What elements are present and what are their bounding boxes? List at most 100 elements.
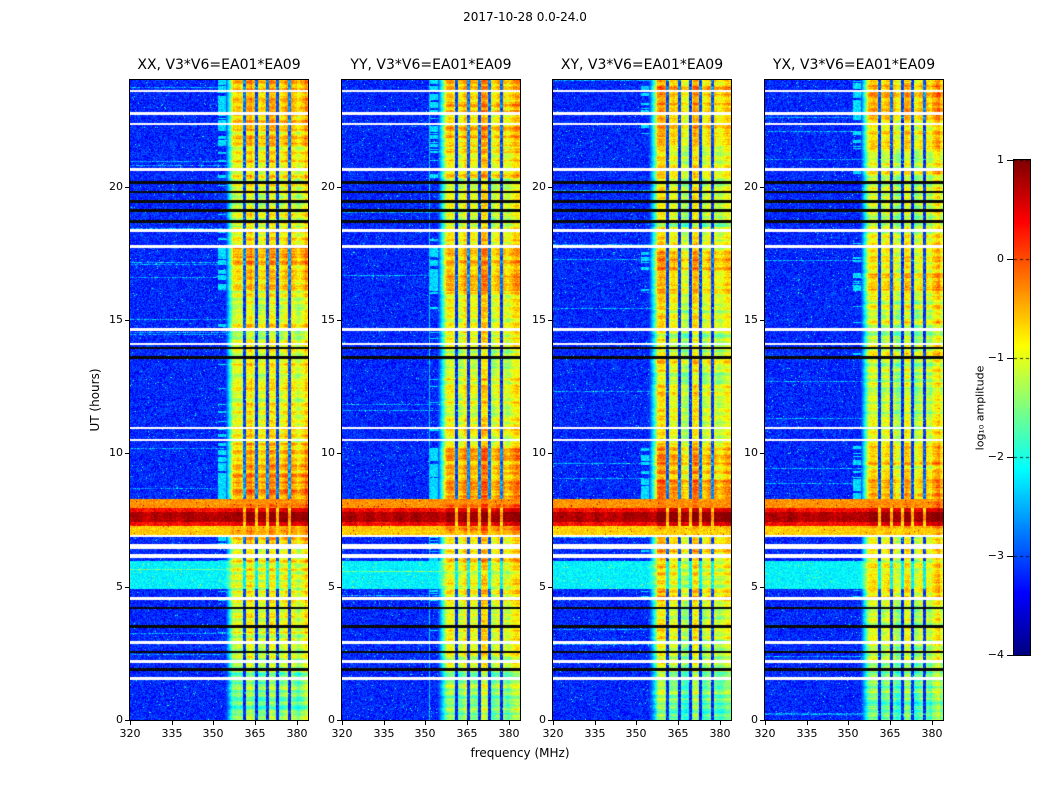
panel-title-XY: XY, V3*V6=EA01*EA09	[560, 57, 724, 73]
colorbar-tick-mark	[1007, 556, 1013, 557]
panel-title-YY: YY, V3*V6=EA01*EA09	[350, 57, 512, 73]
spectrogram-XY	[553, 80, 731, 720]
spectrogram-YX	[765, 80, 943, 720]
y-tick-mark	[337, 187, 342, 188]
x-tick-mark	[384, 720, 385, 725]
y-axis-label: UT (hours)	[88, 368, 102, 432]
x-tick-mark	[213, 720, 214, 725]
x-tick-label: 350	[625, 727, 647, 740]
colorbar-label: log₁₀ amplitude	[973, 365, 987, 451]
spectrogram-YY	[342, 80, 520, 720]
x-tick-mark	[553, 720, 554, 725]
x-tick-mark	[890, 720, 891, 725]
y-tick-mark	[125, 587, 130, 588]
x-tick-label: 320	[331, 727, 353, 740]
y-tick-label: 15	[109, 313, 123, 326]
x-tick-mark	[130, 720, 131, 725]
y-tick-mark	[337, 453, 342, 454]
x-tick-label: 365	[244, 727, 266, 740]
y-tick-label: 5	[116, 580, 123, 593]
x-tick-label: 380	[498, 727, 520, 740]
x-tick-label: 320	[754, 727, 776, 740]
x-tick-label: 335	[584, 727, 606, 740]
y-tick-label: 20	[532, 180, 546, 193]
x-tick-mark	[932, 720, 933, 725]
x-axis-label: frequency (MHz)	[470, 746, 570, 760]
y-tick-mark	[760, 187, 765, 188]
colorbar-tick-mark	[1007, 358, 1013, 359]
y-tick-label: 5	[328, 580, 335, 593]
y-tick-mark	[548, 720, 553, 721]
y-tick-label: 0	[116, 713, 123, 726]
x-tick-mark	[678, 720, 679, 725]
x-tick-mark	[765, 720, 766, 725]
y-tick-label: 5	[539, 580, 546, 593]
x-tick-label: 380	[709, 727, 731, 740]
y-tick-mark	[337, 320, 342, 321]
y-tick-label: 20	[321, 180, 335, 193]
y-tick-label: 10	[744, 446, 758, 459]
y-tick-mark	[125, 187, 130, 188]
colorbar-tick-mark	[1007, 655, 1013, 656]
y-tick-label: 10	[532, 446, 546, 459]
x-tick-label: 320	[542, 727, 564, 740]
y-tick-label: 10	[321, 446, 335, 459]
x-tick-mark	[509, 720, 510, 725]
x-tick-label: 380	[286, 727, 308, 740]
x-tick-mark	[172, 720, 173, 725]
x-tick-mark	[720, 720, 721, 725]
x-tick-mark	[807, 720, 808, 725]
colorbar-tick-label: 1	[997, 153, 1004, 166]
y-tick-label: 0	[328, 713, 335, 726]
y-tick-label: 20	[744, 180, 758, 193]
x-tick-label: 335	[796, 727, 818, 740]
y-tick-mark	[125, 720, 130, 721]
x-tick-label: 335	[161, 727, 183, 740]
colorbar-tick-label: −2	[987, 450, 1004, 463]
x-tick-mark	[255, 720, 256, 725]
y-tick-mark	[760, 587, 765, 588]
y-tick-label: 15	[321, 313, 335, 326]
colorbar-tick-label: −3	[987, 549, 1004, 562]
x-tick-label: 365	[456, 727, 478, 740]
x-tick-mark	[636, 720, 637, 725]
y-tick-mark	[548, 320, 553, 321]
colorbar-tick-mark	[1007, 457, 1013, 458]
x-tick-mark	[848, 720, 849, 725]
x-tick-mark	[342, 720, 343, 725]
y-tick-mark	[760, 320, 765, 321]
colorbar-tick-mark	[1007, 259, 1013, 260]
panel-title-YX: YX, V3*V6=EA01*EA09	[772, 57, 936, 73]
y-tick-mark	[760, 720, 765, 721]
figure-title: 2017-10-28 0.0-24.0	[463, 10, 587, 24]
x-tick-label: 350	[414, 727, 436, 740]
y-tick-mark	[337, 587, 342, 588]
x-tick-label: 335	[373, 727, 395, 740]
spectrogram-XX	[130, 80, 308, 720]
y-tick-mark	[337, 720, 342, 721]
colorbar-tick-label: 0	[997, 252, 1004, 265]
x-tick-label: 350	[837, 727, 859, 740]
x-tick-label: 350	[202, 727, 224, 740]
x-tick-mark	[467, 720, 468, 725]
y-tick-label: 0	[539, 713, 546, 726]
y-tick-mark	[760, 453, 765, 454]
y-tick-label: 15	[744, 313, 758, 326]
y-tick-mark	[548, 187, 553, 188]
x-tick-label: 380	[921, 727, 943, 740]
x-tick-mark	[425, 720, 426, 725]
x-tick-label: 320	[119, 727, 141, 740]
y-tick-mark	[548, 453, 553, 454]
x-tick-mark	[297, 720, 298, 725]
y-tick-label: 5	[751, 580, 758, 593]
y-tick-mark	[125, 320, 130, 321]
y-tick-mark	[548, 587, 553, 588]
y-tick-mark	[125, 453, 130, 454]
x-tick-label: 365	[667, 727, 689, 740]
y-tick-label: 15	[532, 313, 546, 326]
x-tick-mark	[595, 720, 596, 725]
colorbar-tick-label: −1	[987, 351, 1004, 364]
colorbar-tick-mark	[1007, 160, 1013, 161]
colorbar-canvas	[1014, 160, 1030, 655]
